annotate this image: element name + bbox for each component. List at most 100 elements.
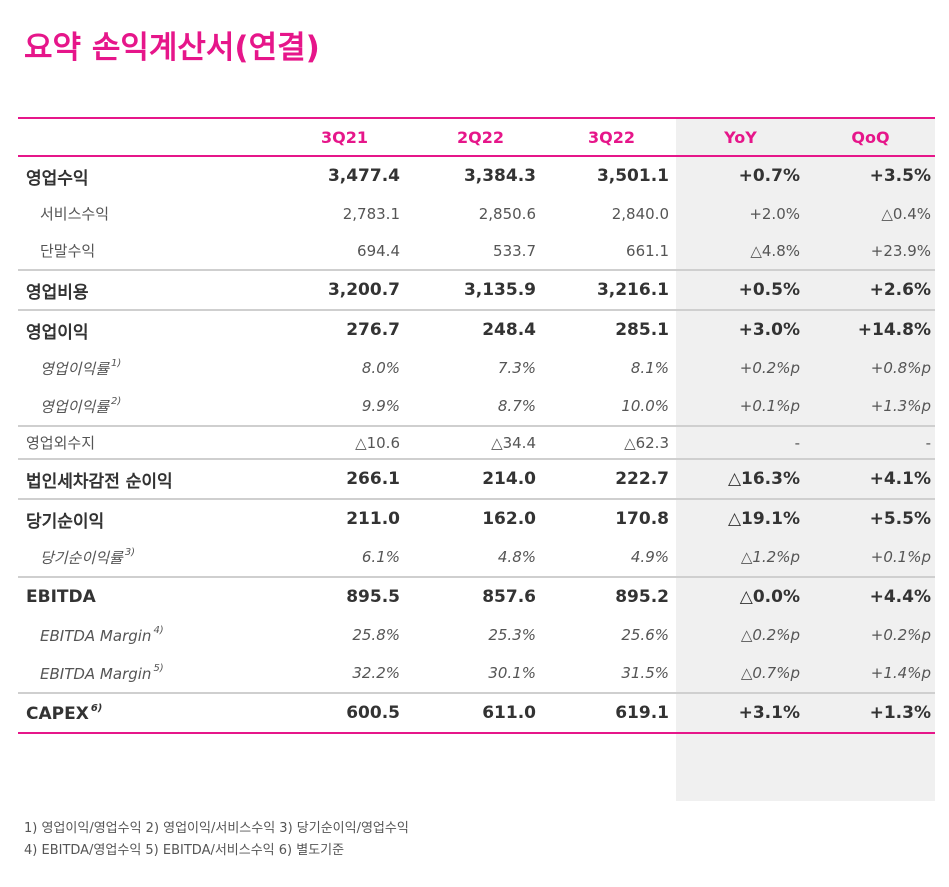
row-label-text: 당기순이익 bbox=[26, 511, 105, 532]
row-label: 영업이익률 2) bbox=[18, 387, 258, 427]
value-yoy: +3.0% bbox=[738, 320, 800, 340]
value-3q21: 8.0% bbox=[361, 359, 400, 377]
value-3q22: 3,216.1 bbox=[542, 270, 675, 311]
value-3q22: 285.1 bbox=[615, 320, 669, 340]
footnotes: 1) 영업이익/영업수익 2) 영업이익/서비스수익 3) 당기순이익/영업수익… bbox=[24, 818, 409, 862]
value-yoy: △0.2%p bbox=[740, 626, 800, 644]
footnote-marker: 5) bbox=[153, 663, 164, 674]
value-yoy: △16.3% bbox=[675, 459, 806, 500]
table-row: 당기순이익률 3) 6.1% 4.8% 4.9% △1.2%p +0.1%p bbox=[18, 538, 935, 578]
row-label-text: 영업이익률 bbox=[40, 359, 110, 378]
value-yoy: +3.1% bbox=[675, 693, 806, 734]
value-2q22: 3,384.3 bbox=[463, 166, 536, 186]
table-row: 서비스수익 2,783.1 2,850.6 2,840.0 +2.0% △0.4% bbox=[18, 195, 935, 232]
footnote-marker: 3) bbox=[124, 546, 136, 558]
value-qoq: +0.2%p bbox=[870, 626, 931, 644]
value-2q22: 162.0 bbox=[482, 509, 536, 529]
value-3q22: 31.5% bbox=[542, 654, 675, 694]
value-3q21: 211.0 bbox=[346, 509, 400, 529]
value-3q21: 694.4 bbox=[258, 232, 406, 271]
row-label: 서비스수익 bbox=[18, 195, 258, 232]
value-3q21: 9.9% bbox=[258, 387, 406, 427]
income-statement-table: 3Q21 2Q22 3Q22 YoY QoQ 영업수익 3,477.4 3,384.… bbox=[18, 117, 935, 801]
row-label: 영업이익률 1) bbox=[18, 349, 258, 387]
value-3q22: 8.1% bbox=[630, 359, 669, 377]
header-label bbox=[18, 118, 258, 156]
value-3q21: 3,477.4 bbox=[327, 166, 400, 186]
value-3q21: 32.2% bbox=[258, 654, 406, 694]
row-label: EBITDA Margin 4) bbox=[18, 616, 258, 654]
row-label-text: 영업수익 bbox=[26, 168, 89, 189]
row-label-text: EBITDA bbox=[26, 587, 96, 607]
value-yoy: +0.5% bbox=[675, 270, 806, 311]
footnote-marker: 4) bbox=[153, 625, 164, 636]
value-3q22: 619.1 bbox=[542, 693, 675, 734]
footnote-marker: 2) bbox=[111, 395, 122, 407]
value-yoy: +0.2%p bbox=[739, 359, 800, 377]
table-row: 법인세차감전 순이익 266.1 214.0 222.7 △16.3% +4.1% bbox=[18, 459, 935, 500]
row-label: 법인세차감전 순이익 bbox=[18, 459, 258, 500]
value-qoq: +1.3% bbox=[806, 693, 935, 734]
value-qoq: +4.4% bbox=[869, 587, 931, 607]
value-2q22: 2,850.6 bbox=[478, 204, 536, 223]
row-label-text: 단말수익 bbox=[40, 242, 96, 260]
value-2q22: 30.1% bbox=[406, 654, 542, 694]
value-3q22: 170.8 bbox=[615, 509, 669, 529]
table-row: 영업외수지 △10.6 △34.4 △62.3- - bbox=[18, 426, 935, 460]
table-row: 영업이익 276.7 248.4 285.1 +3.0% +14.8% bbox=[18, 310, 935, 349]
value-3q21: 895.5 bbox=[346, 587, 400, 607]
value-yoy: △1.2%p bbox=[675, 538, 806, 578]
row-label: EBITDA Margin 5) bbox=[18, 654, 258, 694]
value-2q22: 8.7% bbox=[406, 387, 542, 427]
row-label-text: EBITDA Margin bbox=[40, 627, 152, 645]
value-3q21: 276.7 bbox=[346, 320, 400, 340]
table-row: 영업수익 3,477.4 3,384.3 3,501.1 +0.7% +3.5% bbox=[18, 156, 935, 195]
row-label: CAPEX 6) bbox=[18, 693, 258, 734]
row-label-text: 영업이익 bbox=[26, 322, 89, 343]
value-2q22: 3,135.9 bbox=[406, 270, 542, 311]
header-yoy: YoY bbox=[724, 127, 757, 147]
header-2q22: 2Q22 bbox=[457, 127, 504, 147]
row-label-text: 당기순이익률 bbox=[40, 548, 123, 567]
value-3q22: 661.1 bbox=[542, 232, 675, 271]
value-3q21: 600.5 bbox=[258, 693, 406, 734]
footnote-marker: 1) bbox=[111, 357, 122, 369]
value-3q21: 2,783.1 bbox=[342, 204, 400, 223]
row-label: 영업비용 bbox=[18, 270, 258, 311]
value-3q22: 2,840.0 bbox=[611, 204, 669, 223]
table-row: EBITDA 895.5 857.6 895.2 △0.0% +4.4% bbox=[18, 577, 935, 616]
value-yoy: △19.1% bbox=[727, 509, 800, 529]
value-yoy: △4.8% bbox=[675, 232, 806, 271]
table-row: 단말수익 694.4 533.7 661.1 △4.8% +23.9% bbox=[18, 232, 935, 271]
value-yoy: △0.0% bbox=[739, 587, 800, 607]
footnote-marker: 6) bbox=[90, 702, 103, 714]
value-yoy: - bbox=[675, 426, 806, 460]
value-yoy: +0.7% bbox=[738, 166, 800, 186]
value-yoy: △0.7%p bbox=[675, 654, 806, 694]
value-qoq: +0.8%p bbox=[870, 359, 931, 377]
footnote-line: 4) EBITDA/영업수익 5) EBITDA/서비스수익 6) 별도기준 bbox=[24, 843, 345, 858]
value-qoq: +4.1% bbox=[806, 459, 935, 500]
table-row: 영업비용 3,200.7 3,135.9 3,216.1 +0.5% +2.6% bbox=[18, 270, 935, 311]
table-row: CAPEX 6) 600.5 611.0 619.1 +3.1% +1.3% bbox=[18, 693, 935, 734]
value-qoq: △0.4% bbox=[881, 204, 931, 223]
value-qoq: +1.4%p bbox=[806, 654, 935, 694]
header-3q21: 3Q21 bbox=[321, 127, 368, 147]
value-3q22: 3,501.1 bbox=[596, 166, 669, 186]
value-qoq: +2.6% bbox=[806, 270, 935, 311]
row-label: 당기순이익 bbox=[18, 499, 258, 538]
table-row: EBITDA Margin 4) 25.8% 25.3% 25.6% △0.2%p +0.2… bbox=[18, 616, 935, 654]
row-label: 영업수익 bbox=[18, 156, 258, 195]
row-label-text: 법인세차감전 순이익 bbox=[26, 471, 173, 492]
table-row: 영업이익률 2) 9.9% 8.7% 10.0% +0.1%p +1.3%p bbox=[18, 387, 935, 427]
row-label-text: EBITDA Margin bbox=[40, 665, 152, 683]
value-2q22: 7.3% bbox=[497, 359, 536, 377]
row-label-text: 영업이익률 bbox=[40, 397, 110, 416]
footnote-line: 1) 영업이익/영업수익 2) 영업이익/서비스수익 3) 당기순이익/영업수익 bbox=[24, 821, 409, 836]
value-3q22: 222.7 bbox=[542, 459, 675, 500]
value-qoq: +5.5% bbox=[869, 509, 931, 529]
row-label-text: 서비스수익 bbox=[40, 205, 110, 223]
value-2q22: △34.4 bbox=[406, 426, 542, 460]
value-qoq: +3.5% bbox=[869, 166, 931, 186]
value-3q21: 25.8% bbox=[352, 626, 400, 644]
